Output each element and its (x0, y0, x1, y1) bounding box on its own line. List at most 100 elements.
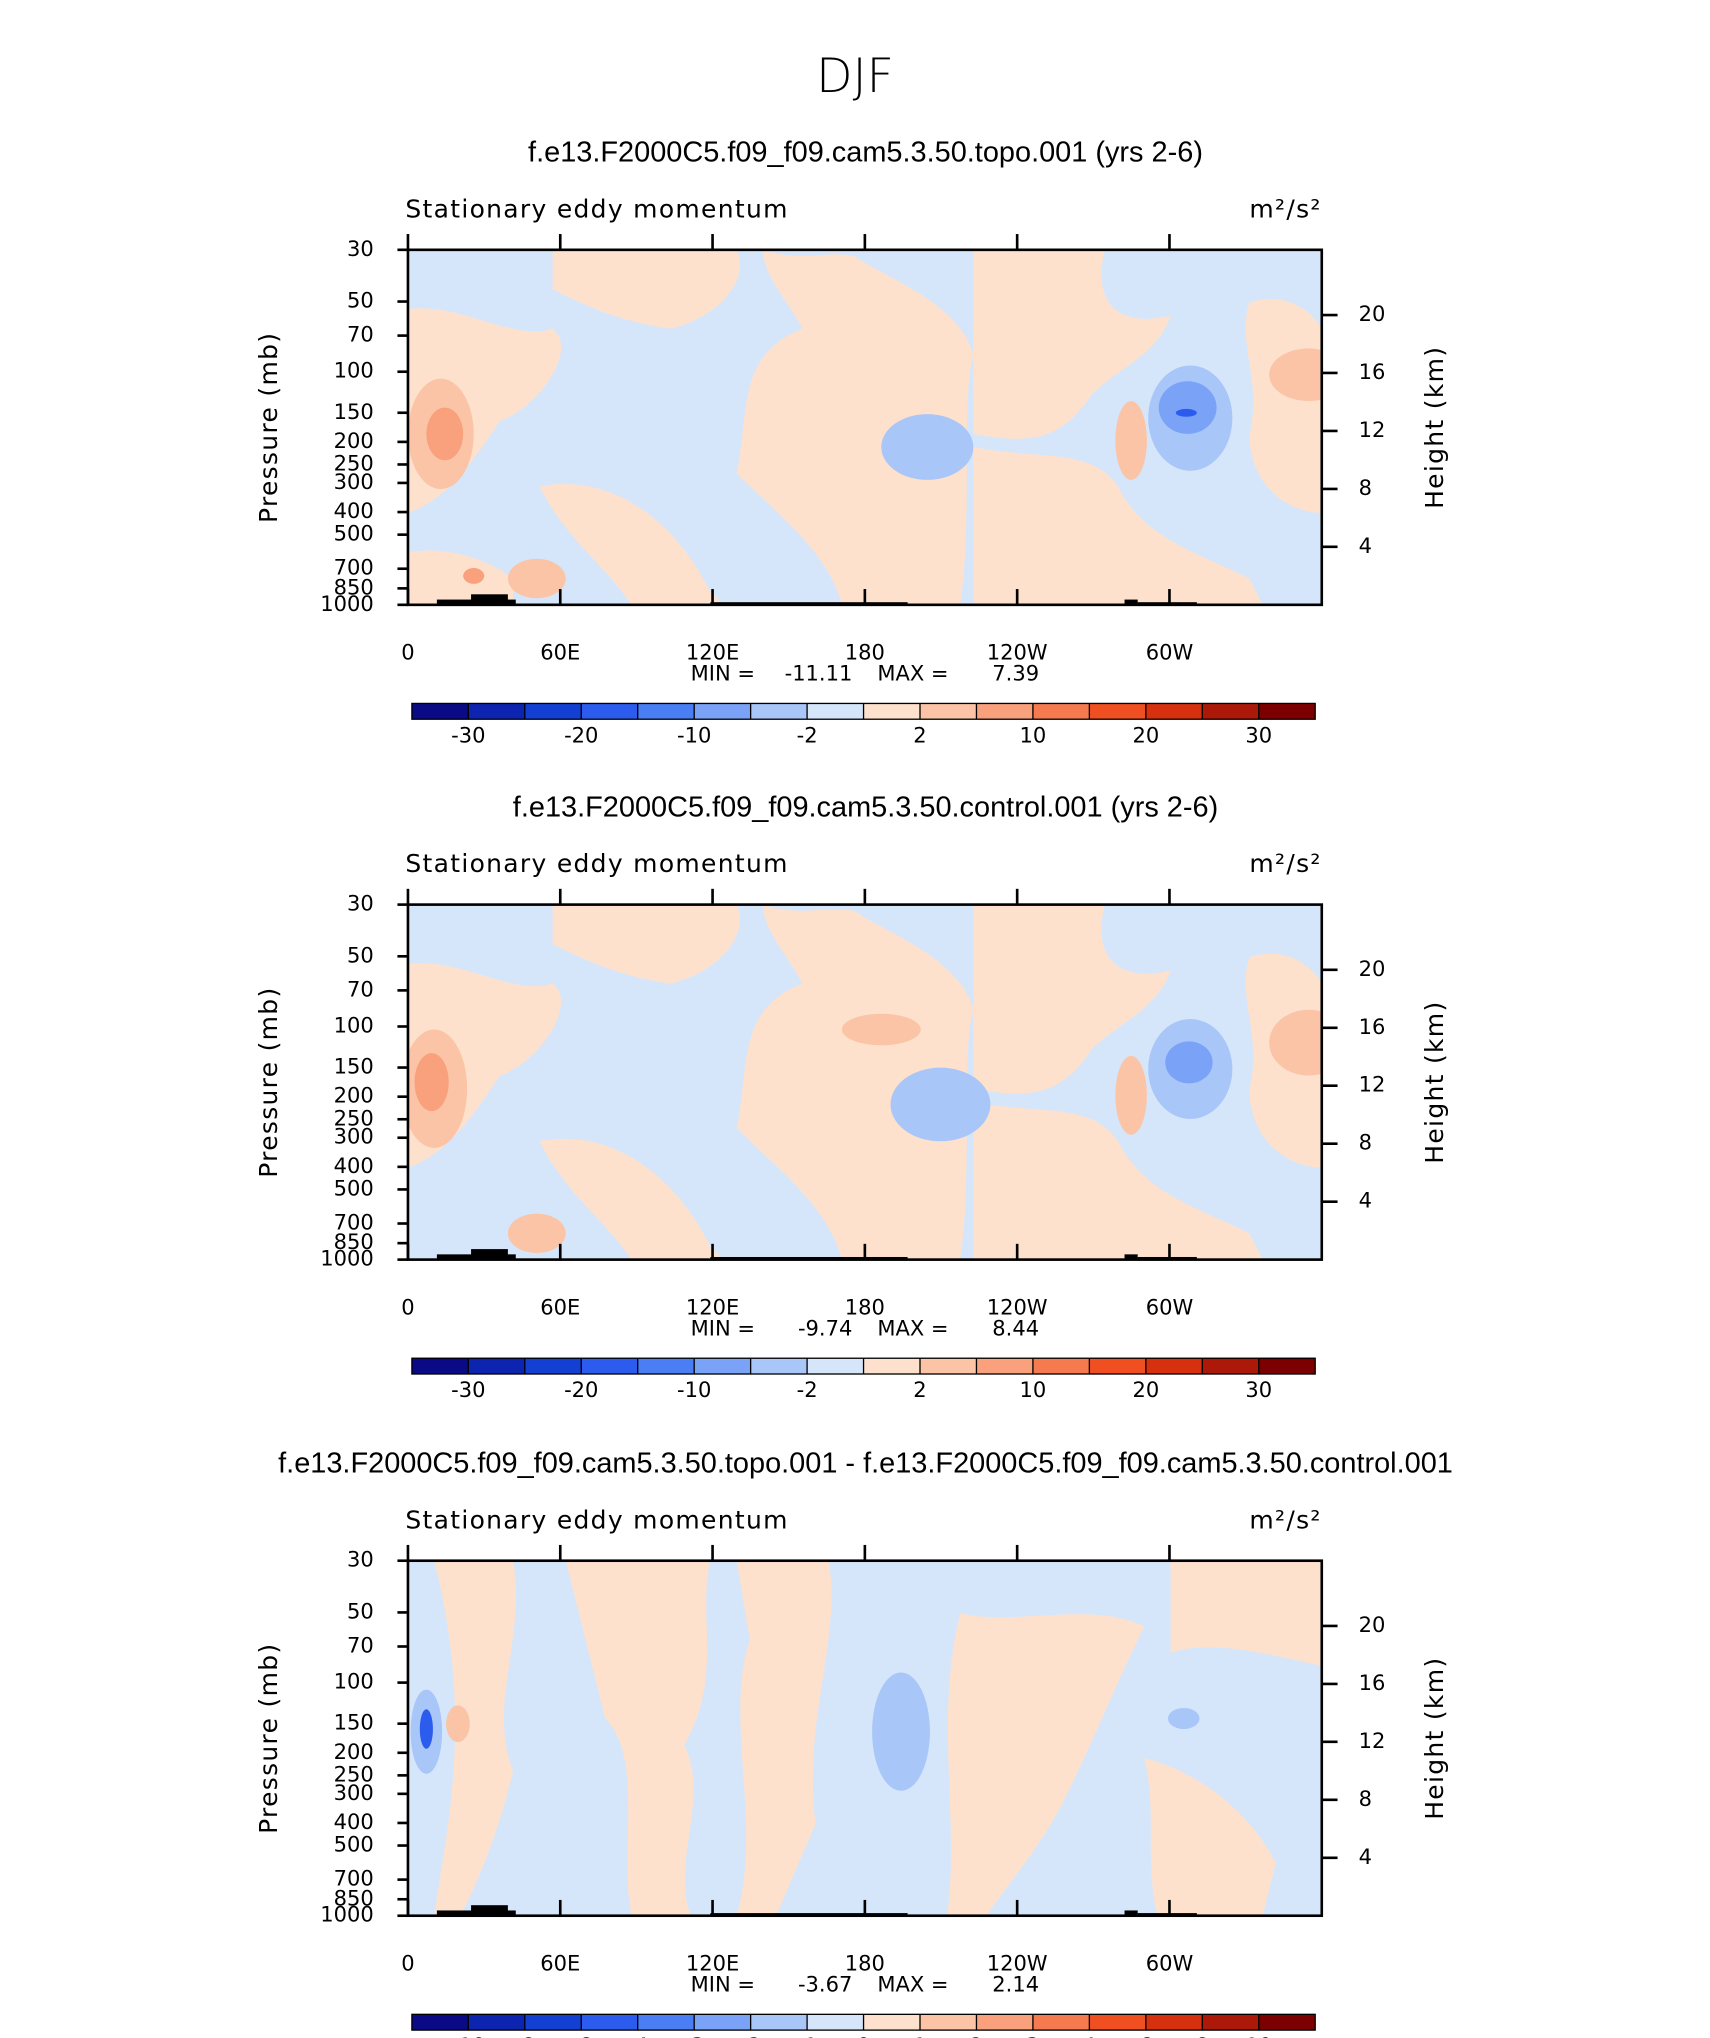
colorbar-label: 2 (970, 2033, 983, 2038)
colorbar-box (1258, 703, 1316, 720)
colorbar-box (750, 1358, 808, 1375)
panel-title: f.e13.F2000C5.f09_f09.cam5.3.50.control.… (513, 791, 1218, 823)
y-tick-label: 100 (334, 1013, 374, 1038)
colorbar-box (1089, 2014, 1146, 2031)
y-tick-label: 30 (347, 236, 374, 261)
colorbar-box (976, 2014, 1033, 2031)
colorbar-label: -2 (797, 1377, 818, 1402)
colorbar-box (524, 703, 582, 720)
y-tick-label: 250 (334, 1761, 374, 1786)
colorbar-label: -20 (564, 722, 598, 747)
y2-tick-label: 20 (1359, 956, 1386, 981)
colorbar-box (581, 703, 638, 720)
colorbar-label: 30 (1245, 722, 1272, 747)
colorbar-box (750, 2014, 808, 2031)
colorbar-box (581, 1358, 638, 1375)
min-value: -3.67 (798, 1971, 852, 1996)
max-label: MAX = (877, 1971, 948, 1996)
colorbar-label: 20 (1132, 722, 1159, 747)
colorbar-box (976, 703, 1033, 720)
x-tick-label: 60E (540, 1950, 580, 1975)
min-value: -11.11 (785, 661, 853, 686)
y-tick-label: 1000 (320, 591, 373, 616)
colorbar-box (1089, 1358, 1146, 1375)
y-tick-label: 200 (334, 1083, 374, 1108)
colorbar-label: 20 (1132, 1377, 1159, 1402)
y-tick-label: 500 (334, 1832, 374, 1857)
colorbar-box (1145, 703, 1203, 720)
max-value: 8.44 (992, 1315, 1039, 1340)
y2-tick-label: 4 (1359, 1844, 1372, 1869)
x-tick-label: 60E (540, 1294, 580, 1319)
y-tick-label: 70 (347, 1632, 374, 1657)
y2-tick-label: 8 (1359, 1786, 1372, 1811)
colorbar-box (694, 703, 751, 720)
colorbar-label: 8 (1196, 2033, 1209, 2038)
colorbar-box (807, 703, 864, 720)
colorbar-box (1258, 2014, 1316, 2031)
panel-title: f.e13.F2000C5.f09_f09.cam5.3.50.topo.001… (528, 136, 1203, 168)
colorbar-box (1145, 1358, 1203, 1375)
y-tick-label: 300 (334, 1124, 374, 1149)
colorbar-box (976, 1358, 1033, 1375)
y-tick-label: 700 (334, 1866, 374, 1891)
y2-tick-label: 16 (1359, 359, 1386, 384)
y-tick-label: 850 (334, 574, 374, 599)
max-value: 2.14 (992, 1971, 1039, 1996)
x-tick-label: 0 (401, 639, 414, 664)
colorbar-label: -4 (627, 2033, 648, 2038)
colorbar-box (468, 1358, 525, 1375)
colorbar-label: -30 (451, 1377, 485, 1402)
colorbar-box (468, 2014, 525, 2031)
colorbar-box (920, 1358, 977, 1375)
y-tick-label: 400 (334, 1153, 374, 1178)
colorbar-label: 10 (1245, 2033, 1272, 2038)
colorbar-box (637, 1358, 695, 1375)
y-tick-label: 850 (334, 1885, 374, 1910)
colorbar-box (524, 1358, 582, 1375)
colorbar-box (1202, 1358, 1259, 1375)
y2-tick-label: 12 (1359, 1072, 1386, 1097)
x-tick-label: 0 (401, 1950, 414, 1975)
y2-axis-title: Height (km) (1420, 1657, 1449, 1820)
colorbar-label: -20 (564, 1377, 598, 1402)
colorbar-box (807, 1358, 864, 1375)
colorbar-label: -2 (740, 2033, 761, 2038)
y-tick-label: 500 (334, 1175, 374, 1200)
colorbar-label: 4 (1083, 2033, 1096, 2038)
y-tick-label: 300 (334, 469, 374, 494)
colorbar-box (807, 2014, 864, 2031)
min-label: MIN = (691, 1971, 755, 1996)
max-label: MAX = (877, 661, 948, 686)
colorbar-box (1145, 2014, 1203, 2031)
colorbar-label: -1 (797, 2033, 818, 2038)
colorbar-box (637, 703, 695, 720)
y-axis-title: Pressure (mb) (254, 332, 283, 523)
y-tick-label: 700 (334, 1210, 374, 1235)
y-tick-label: 50 (347, 288, 374, 313)
colorbar-box (468, 703, 525, 720)
y-tick-label: 30 (347, 891, 374, 916)
x-tick-label: 120E (686, 639, 739, 664)
y-tick-label: 50 (347, 942, 374, 967)
y-axis-title: Pressure (mb) (254, 986, 283, 1177)
y-tick-label: 70 (347, 322, 374, 347)
y-axis-title: Pressure (mb) (254, 1643, 283, 1834)
colorbar-frame (411, 1357, 1316, 1375)
y-tick-label: 200 (334, 428, 374, 453)
colorbar-label: 2 (913, 722, 926, 747)
colorbar-box (1032, 703, 1090, 720)
contour-field (407, 249, 1322, 605)
colorbar-box (1202, 703, 1259, 720)
x-tick-label: 60E (540, 639, 580, 664)
colorbar-box (694, 2014, 751, 2031)
left-label: Stationary eddy momentum (405, 1505, 788, 1534)
colorbar-box (1032, 1358, 1090, 1375)
y2-tick-label: 8 (1359, 475, 1372, 500)
colorbar-label: -3 (684, 2033, 705, 2038)
colorbar-box (863, 1358, 921, 1375)
colorbar-label: 6 (1139, 2033, 1152, 2038)
min-label: MIN = (691, 661, 755, 686)
y2-tick-label: 12 (1359, 417, 1386, 442)
colorbar-label: -6 (571, 2033, 592, 2038)
